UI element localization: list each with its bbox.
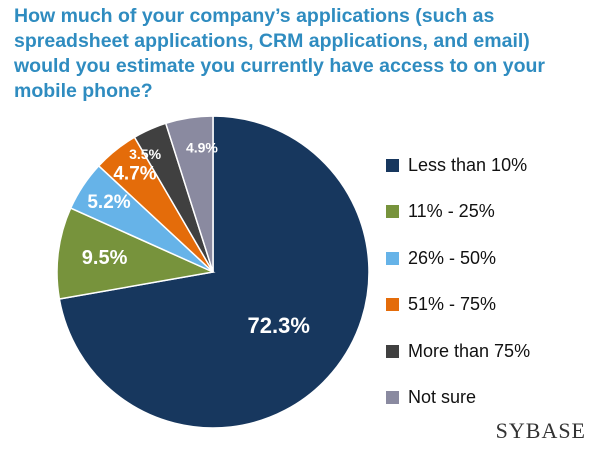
slice-label-4: 4.7% bbox=[113, 164, 156, 185]
legend-swatch bbox=[386, 205, 399, 219]
legend-label: More than 75% bbox=[408, 340, 531, 361]
pie-slice-6 bbox=[164, 115, 214, 273]
chart-legend: Less than 10% 11% - 25% 26% - 50% 51% - 75%… bbox=[386, 142, 530, 421]
legend-item-5: More than 75% bbox=[386, 328, 530, 375]
brand-logo: SYBASE bbox=[495, 418, 586, 443]
legend-swatch bbox=[386, 298, 399, 312]
legend-label: Less than 10% bbox=[408, 154, 528, 175]
pie-slice-2 bbox=[56, 207, 216, 300]
legend-swatch bbox=[386, 344, 399, 358]
slice-label-5: 3.5% bbox=[129, 146, 161, 162]
legend-swatch bbox=[386, 391, 399, 405]
legend-item-3: 26% - 50% bbox=[386, 235, 530, 282]
legend-label: 26% - 50% bbox=[408, 247, 497, 268]
slice-label-1: 72.3% bbox=[248, 313, 310, 338]
slice-label-2: 9.5% bbox=[82, 247, 128, 269]
legend-swatch bbox=[386, 158, 399, 172]
chart-title: How much of your company’s applications … bbox=[14, 5, 545, 102]
legend-item-2: 11% - 25% bbox=[386, 189, 530, 236]
legend-label: 11% - 25% bbox=[408, 201, 495, 222]
legend-item-4: 51% - 75% bbox=[386, 282, 530, 329]
slice-label-3: 5.2% bbox=[87, 192, 130, 213]
legend-swatch bbox=[386, 251, 399, 265]
legend-label: 51% - 75% bbox=[408, 294, 497, 315]
legend-label: Not sure bbox=[408, 387, 477, 408]
legend-item-6: Not sure bbox=[386, 375, 530, 422]
slice-label-6: 4.9% bbox=[186, 139, 218, 155]
legend-item-1: Less than 10% bbox=[386, 142, 530, 189]
